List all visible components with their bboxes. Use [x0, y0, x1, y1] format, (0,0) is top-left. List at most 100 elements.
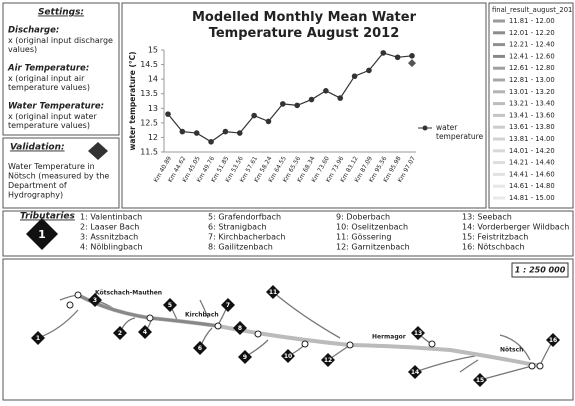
- marker-label: 5: [168, 302, 172, 309]
- river-node: [428, 340, 436, 348]
- tributary-item: 4: Nölblingbach: [80, 243, 143, 252]
- marker-diamond: [221, 298, 235, 312]
- legend-item-label: 12.81 - 13.00: [509, 76, 555, 84]
- legend-item-label: 13.41 - 13.60: [509, 111, 555, 119]
- legend-title: final_result_august_201: [492, 6, 572, 14]
- marker-label: 6: [198, 345, 202, 352]
- tributary-symbol-label: 1: [38, 228, 46, 241]
- river-node: [66, 301, 74, 309]
- marker-label: 10: [284, 353, 292, 360]
- river-node: [346, 341, 354, 349]
- marker-diamond: [473, 373, 487, 387]
- marker-diamond: [238, 350, 252, 364]
- marker-label: 4: [143, 329, 147, 336]
- legend-item-label: 12.61 - 12.80: [509, 64, 555, 72]
- settings-title: Settings:: [38, 8, 84, 18]
- marker-diamond: [31, 331, 45, 345]
- legend-panel: [488, 2, 574, 209]
- data-point: [337, 95, 344, 101]
- tributary-item: 8: Gailitzenbach: [208, 243, 273, 252]
- tributary-item: 12: Garnitzenbach: [336, 243, 410, 252]
- y-tick-label: 15: [148, 46, 158, 55]
- marker-diamond: [266, 285, 280, 299]
- data-point: [208, 139, 214, 145]
- marker-diamond: [321, 353, 335, 367]
- y-tick-label: 11.5: [140, 148, 158, 157]
- tributary-streams: [37, 291, 554, 381]
- chart-title: Modelled Monthly Mean Water Temperature A…: [192, 10, 417, 41]
- place-label: Kirchbach: [185, 312, 219, 319]
- tributary-item: 6: Stranigbach: [208, 223, 267, 232]
- y-tick-label: 12: [148, 133, 158, 142]
- marker-diamond: [113, 326, 127, 340]
- river-node: [254, 330, 262, 338]
- data-point: [366, 67, 372, 74]
- marker-diamond: [193, 341, 207, 355]
- data-point: [294, 102, 300, 109]
- river-node: [74, 291, 82, 299]
- scale-box: [511, 262, 569, 278]
- marker-diamond: [233, 321, 247, 335]
- marker-label: 16: [549, 337, 557, 344]
- data-point: [179, 128, 186, 135]
- tributaries-panel: [2, 210, 574, 257]
- marker-label: 12: [324, 357, 332, 364]
- data-point: [380, 50, 387, 56]
- marker-label: 9: [243, 354, 247, 361]
- data-point: [409, 53, 415, 59]
- legend-item-label: 12.21 - 12.40: [509, 41, 555, 49]
- marker-label: 1: [36, 335, 40, 342]
- legend-item-label: 14.01 - 14.20: [509, 147, 555, 155]
- marker-diamond: [88, 293, 102, 307]
- legend-item-label: 12.41 - 12.60: [509, 52, 555, 60]
- marker-label: 11: [269, 289, 277, 296]
- data-point: [222, 128, 229, 135]
- legend-item-label: 14.61 - 14.80: [509, 182, 555, 190]
- marker-diamond: [163, 298, 177, 312]
- tributary-item: 3: Assnitzbach: [80, 233, 138, 242]
- tributary-item: 15: Feistritzbach: [462, 233, 528, 242]
- tributary-item: 11: Gössering: [336, 233, 391, 242]
- place-label: Hermagor: [372, 334, 406, 341]
- tributary-item: 5: Grafendorfbach: [208, 213, 281, 222]
- marker-label: 3: [93, 297, 97, 304]
- river-node: [301, 340, 309, 348]
- place-label: Nötsch: [500, 347, 523, 354]
- legend-item-label: 14.41 - 14.60: [509, 170, 555, 178]
- chart-panel: [121, 2, 487, 209]
- setting-text: x (original input air temperature values): [8, 74, 90, 92]
- tributary-item: 2: Laaser Bach: [80, 223, 139, 232]
- settings-panel: [2, 2, 120, 136]
- data-point: [165, 111, 171, 117]
- legend-item-label: 13.81 - 14.00: [509, 135, 555, 143]
- map-panel: [2, 258, 574, 401]
- legend-item-label: 14.21 - 14.40: [509, 159, 555, 167]
- legend-label: water temperature: [436, 123, 484, 141]
- place-label: Kötschach-Mauthen: [95, 290, 162, 297]
- marker-diamond: [546, 333, 560, 347]
- legend-item-label: 11.81 - 12.00: [509, 17, 555, 25]
- tributary-item: 7: Kirchbacherbach: [208, 233, 286, 242]
- data-point: [394, 54, 401, 61]
- legend-marker: [422, 125, 428, 131]
- validation-panel: [2, 137, 120, 209]
- validation-text: Water Temperature in Nötsch (measured by …: [8, 162, 109, 200]
- marker-label: 14: [411, 369, 419, 376]
- data-point: [236, 130, 243, 136]
- legend-group: final_result_august_201 11.81 - 12.00 12.0…: [492, 6, 572, 202]
- y-tick-label: 14.5: [140, 60, 158, 69]
- validation-symbol: [88, 142, 108, 160]
- data-point: [251, 112, 257, 119]
- marker-label: 7: [226, 302, 230, 309]
- marker-label: 13: [414, 330, 422, 337]
- map-scale: 1 : 250 000: [515, 266, 566, 275]
- legend-item-label: 12.01 - 12.20: [509, 29, 555, 37]
- data-point: [351, 73, 358, 80]
- series-line: [167, 52, 413, 143]
- validation-title: Validation:: [10, 143, 65, 153]
- y-axis-label: water temperature (°C): [128, 51, 137, 150]
- marker-diamond: [408, 365, 422, 379]
- data-point: [265, 118, 272, 125]
- legend-item-label: 13.01 - 13.20: [509, 88, 555, 96]
